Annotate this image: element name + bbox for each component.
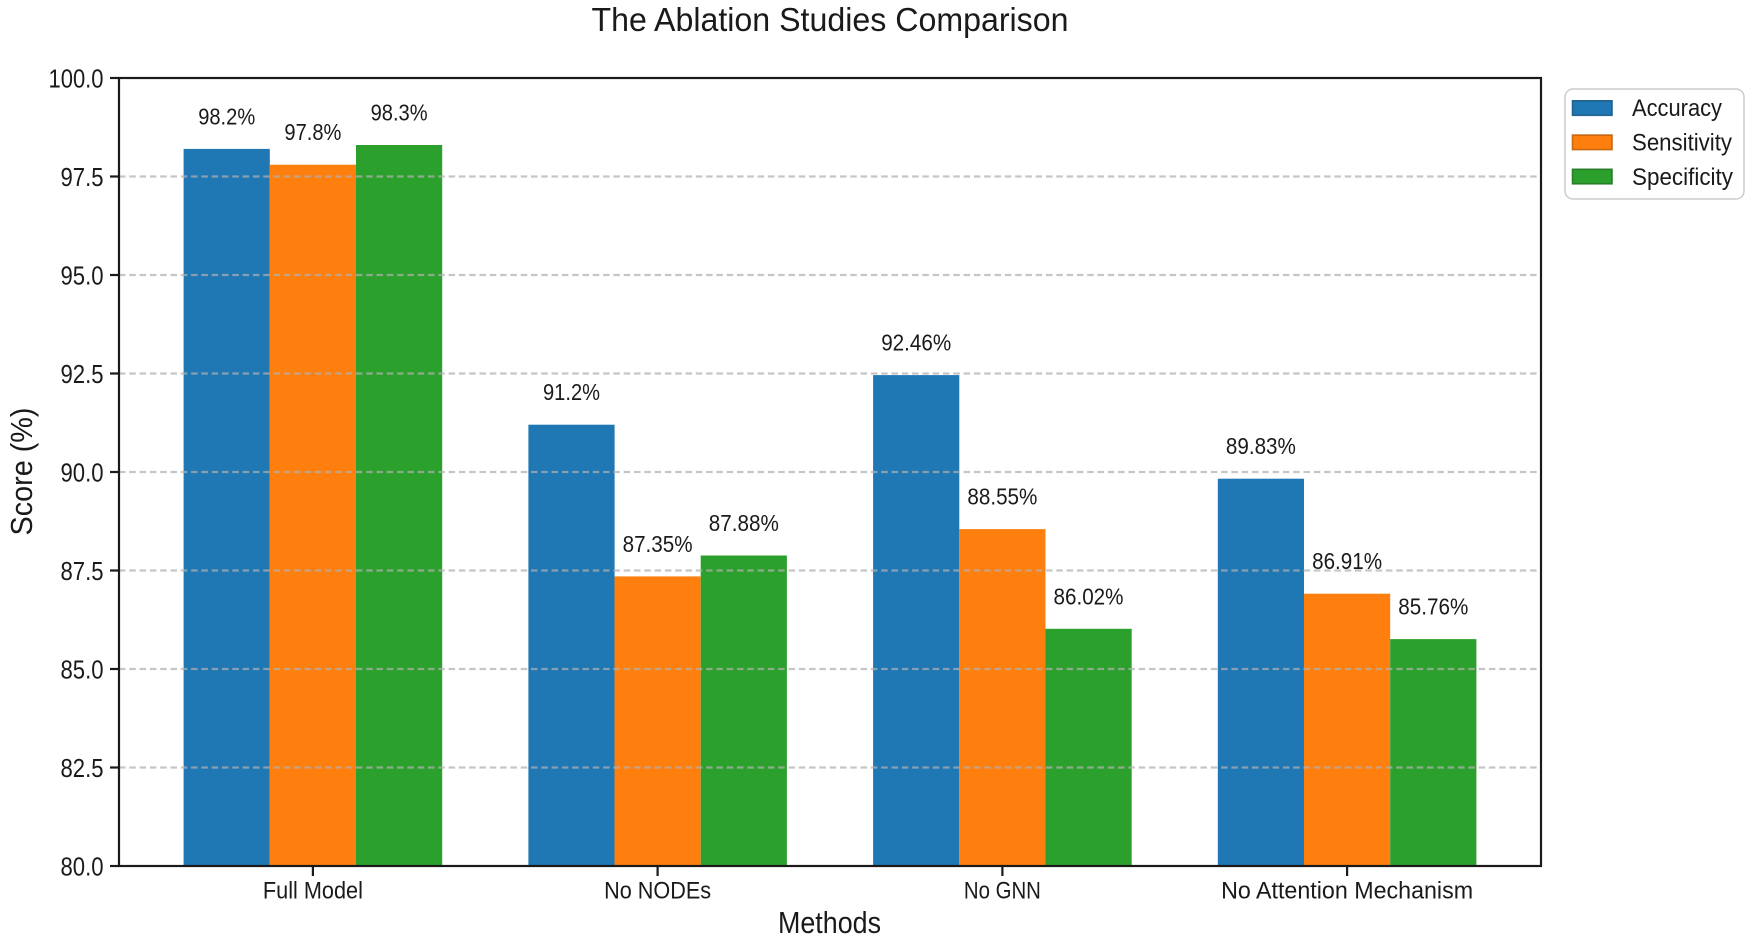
svg-text:Accuracy: Accuracy bbox=[1632, 95, 1722, 122]
svg-text:Full Model: Full Model bbox=[263, 878, 363, 905]
svg-text:No Attention Mechanism: No Attention Mechanism bbox=[1221, 878, 1473, 905]
svg-text:The Ablation Studies Compariso: The Ablation Studies Comparison bbox=[592, 1, 1069, 38]
svg-text:97.5: 97.5 bbox=[61, 162, 104, 192]
svg-text:Specificity: Specificity bbox=[1632, 164, 1733, 191]
svg-text:89.83%: 89.83% bbox=[1226, 433, 1296, 459]
svg-text:92.5: 92.5 bbox=[61, 359, 104, 389]
svg-text:87.35%: 87.35% bbox=[623, 531, 693, 557]
svg-text:87.5: 87.5 bbox=[61, 556, 104, 586]
svg-text:No GNN: No GNN bbox=[964, 878, 1041, 905]
svg-text:Sensitivity: Sensitivity bbox=[1632, 130, 1732, 157]
svg-text:86.02%: 86.02% bbox=[1054, 583, 1124, 609]
svg-text:82.5: 82.5 bbox=[61, 753, 104, 783]
svg-text:87.88%: 87.88% bbox=[709, 510, 779, 536]
svg-text:92.46%: 92.46% bbox=[881, 330, 951, 356]
svg-text:91.2%: 91.2% bbox=[543, 379, 600, 405]
svg-text:85.0: 85.0 bbox=[61, 654, 104, 684]
svg-text:97.8%: 97.8% bbox=[284, 119, 341, 145]
svg-text:98.2%: 98.2% bbox=[198, 103, 255, 129]
svg-text:95.0: 95.0 bbox=[61, 260, 104, 290]
svg-text:86.91%: 86.91% bbox=[1312, 548, 1382, 574]
svg-text:85.76%: 85.76% bbox=[1398, 594, 1468, 620]
svg-text:100.0: 100.0 bbox=[49, 63, 104, 93]
svg-text:80.0: 80.0 bbox=[61, 851, 104, 881]
svg-text:88.55%: 88.55% bbox=[967, 484, 1037, 510]
svg-text:Methods: Methods bbox=[778, 905, 881, 940]
svg-text:Score (%): Score (%) bbox=[4, 408, 39, 536]
svg-text:98.3%: 98.3% bbox=[371, 100, 428, 126]
svg-text:No NODEs: No NODEs bbox=[604, 878, 711, 905]
svg-text:90.0: 90.0 bbox=[61, 457, 104, 487]
